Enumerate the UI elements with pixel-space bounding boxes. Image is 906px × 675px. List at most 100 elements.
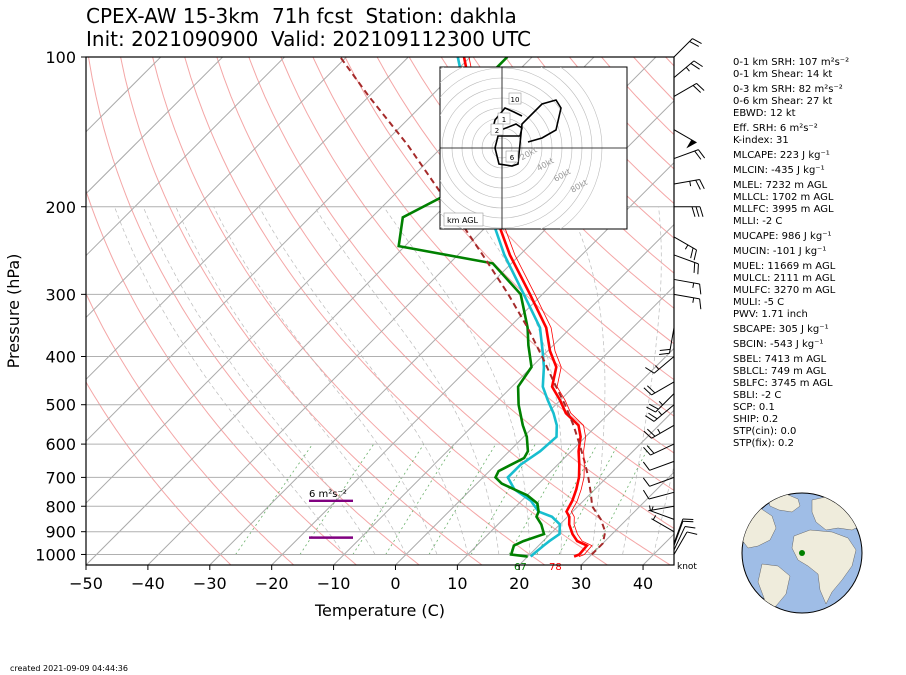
barb-staff bbox=[649, 476, 675, 487]
hodograph-height-box bbox=[505, 150, 519, 163]
barb-flag bbox=[692, 85, 701, 93]
mixing-ratio-line bbox=[299, 443, 375, 555]
isotherm bbox=[395, 285, 674, 565]
barb-staff bbox=[673, 149, 699, 160]
wind-barb bbox=[673, 60, 703, 78]
parameter-line: SBLFC: 3745 m AGL bbox=[733, 378, 833, 389]
globe-land-europe bbox=[811, 495, 862, 531]
moist-adiabat bbox=[142, 206, 376, 555]
moist-adiabat bbox=[653, 464, 674, 555]
wind-barb bbox=[673, 178, 705, 190]
x-tick-label: −40 bbox=[131, 574, 165, 593]
barb-flag bbox=[695, 206, 700, 217]
wind-unit-label: knot bbox=[677, 562, 697, 572]
wind-barb bbox=[642, 476, 675, 487]
barb-half-flag bbox=[657, 428, 661, 434]
mixing-ratio-line bbox=[428, 443, 497, 555]
isotherm bbox=[86, 57, 347, 319]
parameter-line: 0-1 km SRH: 107 m²s⁻² bbox=[733, 57, 850, 68]
dry-adiabat bbox=[248, 57, 674, 530]
barb-half-flag bbox=[684, 244, 689, 250]
wind-barb bbox=[651, 515, 675, 533]
y-tick-label: 400 bbox=[45, 348, 76, 367]
barb-flag bbox=[696, 83, 705, 91]
dry-adiabat bbox=[376, 57, 674, 381]
parameter-line: SBCIN: -543 J kg⁻¹ bbox=[733, 339, 824, 350]
isotherm bbox=[518, 409, 674, 565]
hodograph-legend-box bbox=[443, 212, 484, 227]
x-tick-label: 40 bbox=[633, 574, 653, 593]
wind-barb bbox=[648, 505, 675, 512]
wind-barb bbox=[673, 38, 702, 58]
barb-flag bbox=[642, 461, 650, 471]
barb-staff bbox=[648, 491, 675, 500]
hodograph-height-label: 6 bbox=[510, 154, 515, 162]
barb-half-flag bbox=[692, 297, 695, 303]
barb-half-flag bbox=[658, 401, 664, 406]
parameter-line: MULFC: 3270 m AGL bbox=[733, 285, 836, 296]
parameter-line: 0-1 km Shear: 14 kt bbox=[733, 69, 833, 80]
isotherm bbox=[457, 347, 674, 565]
wind-barb bbox=[673, 526, 696, 551]
mixing-ratio-line bbox=[385, 443, 456, 555]
wind-barb bbox=[645, 404, 675, 422]
barb-staff bbox=[673, 60, 695, 78]
barb-flag bbox=[699, 179, 705, 190]
parameter-line: MUEL: 11669 m AGL bbox=[733, 261, 836, 272]
barb-staff bbox=[649, 509, 675, 520]
mixing-ratio-line bbox=[235, 443, 313, 555]
barb-half-flag bbox=[692, 282, 695, 288]
barb-pennant bbox=[686, 139, 697, 149]
barb-staff bbox=[673, 82, 697, 97]
barb-flag bbox=[690, 63, 700, 70]
x-tick-label: 10 bbox=[447, 574, 467, 593]
parameter-line: MLLFC: 3995 m AGL bbox=[733, 204, 834, 215]
hodograph-height-box bbox=[508, 92, 522, 105]
hodograph-units-label: km AGL bbox=[447, 216, 479, 225]
isotherm bbox=[86, 57, 223, 195]
wind-barb bbox=[673, 82, 705, 97]
y-tick-label: 700 bbox=[45, 468, 76, 487]
parameter-line: SBEL: 7413 m AGL bbox=[733, 354, 827, 365]
hodograph-height-box bbox=[497, 112, 511, 125]
moist-adiabat bbox=[567, 206, 606, 555]
barb-staff bbox=[673, 521, 684, 546]
parameter-line: MLLI: -2 C bbox=[733, 216, 783, 227]
isotherm bbox=[86, 57, 471, 442]
wind-barb bbox=[643, 424, 675, 439]
created-timestamp: created 2021-09-09 04:44:36 bbox=[10, 664, 128, 673]
station-marker bbox=[799, 550, 805, 556]
barb-flag bbox=[695, 179, 701, 190]
isotherm bbox=[271, 161, 674, 565]
barb-flag bbox=[694, 150, 702, 160]
parameter-line: K-index: 31 bbox=[733, 135, 789, 146]
y-tick-label: 500 bbox=[45, 396, 76, 415]
barb-staff bbox=[673, 531, 688, 555]
mixing-ratio-line bbox=[352, 443, 425, 555]
barb-staff bbox=[673, 526, 686, 551]
chart-annotations: 6 m²s⁻² 67 78 bbox=[309, 489, 562, 573]
barb-flag bbox=[699, 206, 704, 217]
wind-barbs bbox=[642, 38, 706, 555]
dry-adiabat bbox=[280, 57, 674, 492]
x-tick-label: −30 bbox=[193, 574, 227, 593]
sounding-parameters: 0-1 km SRH: 107 m²s⁻² 0-1 km Shear: 14 kt… bbox=[733, 57, 849, 450]
parameter-line: MUCAPE: 986 J kg⁻¹ bbox=[733, 231, 832, 242]
hodograph-height-label: 1 bbox=[502, 116, 506, 124]
barb-flag bbox=[693, 60, 703, 68]
dry-adiabat bbox=[86, 292, 295, 565]
barb-staff bbox=[653, 404, 675, 422]
globe-land-africa bbox=[791, 529, 857, 605]
barb-half-flag bbox=[685, 66, 690, 72]
barb-staff bbox=[673, 236, 697, 251]
isotherm bbox=[333, 223, 674, 565]
x-tick-label: −10 bbox=[317, 574, 351, 593]
barb-flag bbox=[643, 430, 652, 439]
y-tick-label: 800 bbox=[45, 497, 76, 516]
barb-flag bbox=[699, 283, 702, 295]
parameter-line: 0-6 km Shear: 27 kt bbox=[733, 96, 833, 107]
mixing-ratio-line bbox=[592, 443, 651, 555]
barb-flag bbox=[699, 298, 702, 310]
barb-half-flag bbox=[655, 365, 660, 370]
isotherm bbox=[86, 57, 162, 133]
